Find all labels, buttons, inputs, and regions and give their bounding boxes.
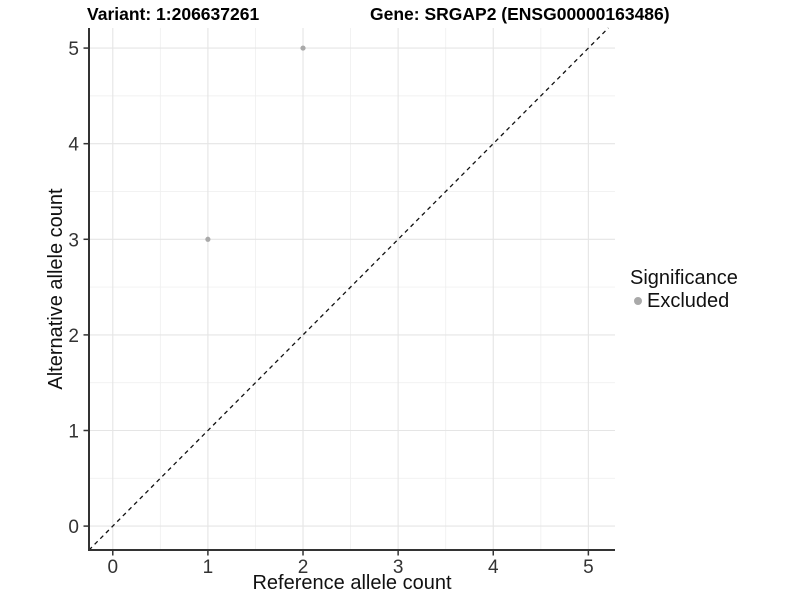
x-tick-label: 5	[583, 557, 594, 578]
legend-entry: Excluded	[630, 290, 738, 312]
y-tick-label: 3	[68, 230, 79, 251]
plot-title-variant: Variant: 1:206637261	[87, 4, 260, 24]
legend-title: Significance	[630, 267, 738, 289]
identity-reference-line	[88, 27, 609, 551]
legend: Significance Excluded	[630, 267, 738, 312]
y-tick-label: 5	[68, 39, 79, 60]
x-tick-label: 2	[298, 557, 309, 578]
legend-entry-label: Excluded	[647, 289, 730, 312]
x-tick-label: 1	[203, 557, 214, 578]
y-tick-label: 2	[68, 326, 79, 347]
y-tick-label: 1	[68, 421, 79, 442]
x-tick-label: 3	[393, 557, 404, 578]
legend-point-icon	[634, 297, 642, 305]
x-axis-title: Reference allele count	[252, 572, 452, 594]
data-point	[205, 236, 211, 242]
y-axis-title: Alternative allele count	[45, 188, 67, 390]
y-tick-label: 4	[68, 135, 79, 156]
x-tick-label: 4	[488, 557, 499, 578]
legend-entries: Excluded	[630, 290, 738, 312]
plot-title-gene: Gene: SRGAP2 (ENSG00000163486)	[370, 4, 670, 24]
data-point	[300, 45, 306, 51]
y-tick-label: 0	[68, 517, 79, 538]
x-tick-label: 0	[107, 557, 118, 578]
